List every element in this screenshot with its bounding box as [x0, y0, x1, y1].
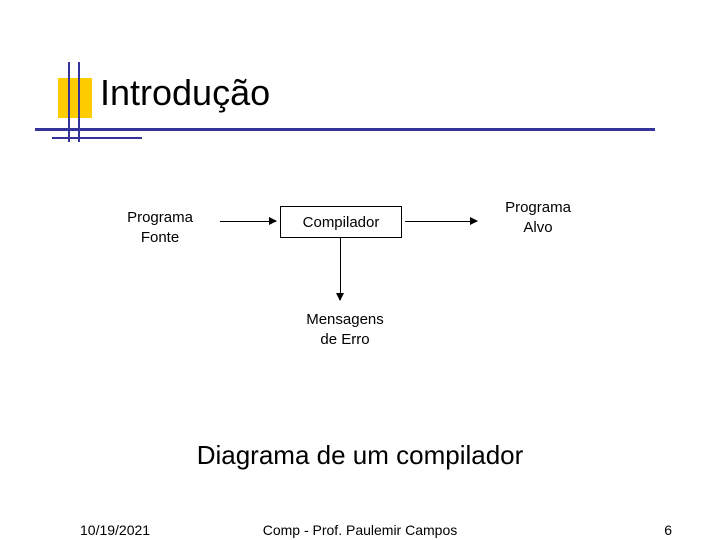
node-compiler: Compilador	[280, 206, 402, 238]
node-compiler-label: Compilador	[303, 214, 380, 231]
node-target: Programa Alvo	[498, 198, 578, 237]
footer-page-number: 6	[664, 522, 672, 538]
accent-square	[58, 78, 92, 118]
edge-comp-tgt	[405, 221, 477, 222]
node-errors-l1: Mensagens	[295, 310, 395, 330]
node-source-l2: Fonte	[120, 228, 200, 248]
slide: Introdução Programa Fonte Compilador Pro…	[0, 0, 720, 540]
node-source-l1: Programa	[120, 208, 200, 228]
accent-hline-short	[52, 137, 142, 139]
edge-comp-err	[340, 238, 341, 300]
node-target-l1: Programa	[498, 198, 578, 218]
slide-title: Introdução	[100, 72, 270, 114]
footer-center: Comp - Prof. Paulemir Campos	[0, 522, 720, 538]
edge-src-comp	[220, 221, 276, 222]
accent-hline-main	[35, 128, 655, 131]
node-source: Programa Fonte	[120, 208, 200, 247]
node-errors-l2: de Erro	[295, 330, 395, 350]
diagram-caption: Diagrama de um compilador	[0, 440, 720, 471]
node-target-l2: Alvo	[498, 218, 578, 238]
compiler-diagram: Programa Fonte Compilador Programa Alvo …	[90, 190, 610, 370]
node-errors: Mensagens de Erro	[295, 310, 395, 349]
